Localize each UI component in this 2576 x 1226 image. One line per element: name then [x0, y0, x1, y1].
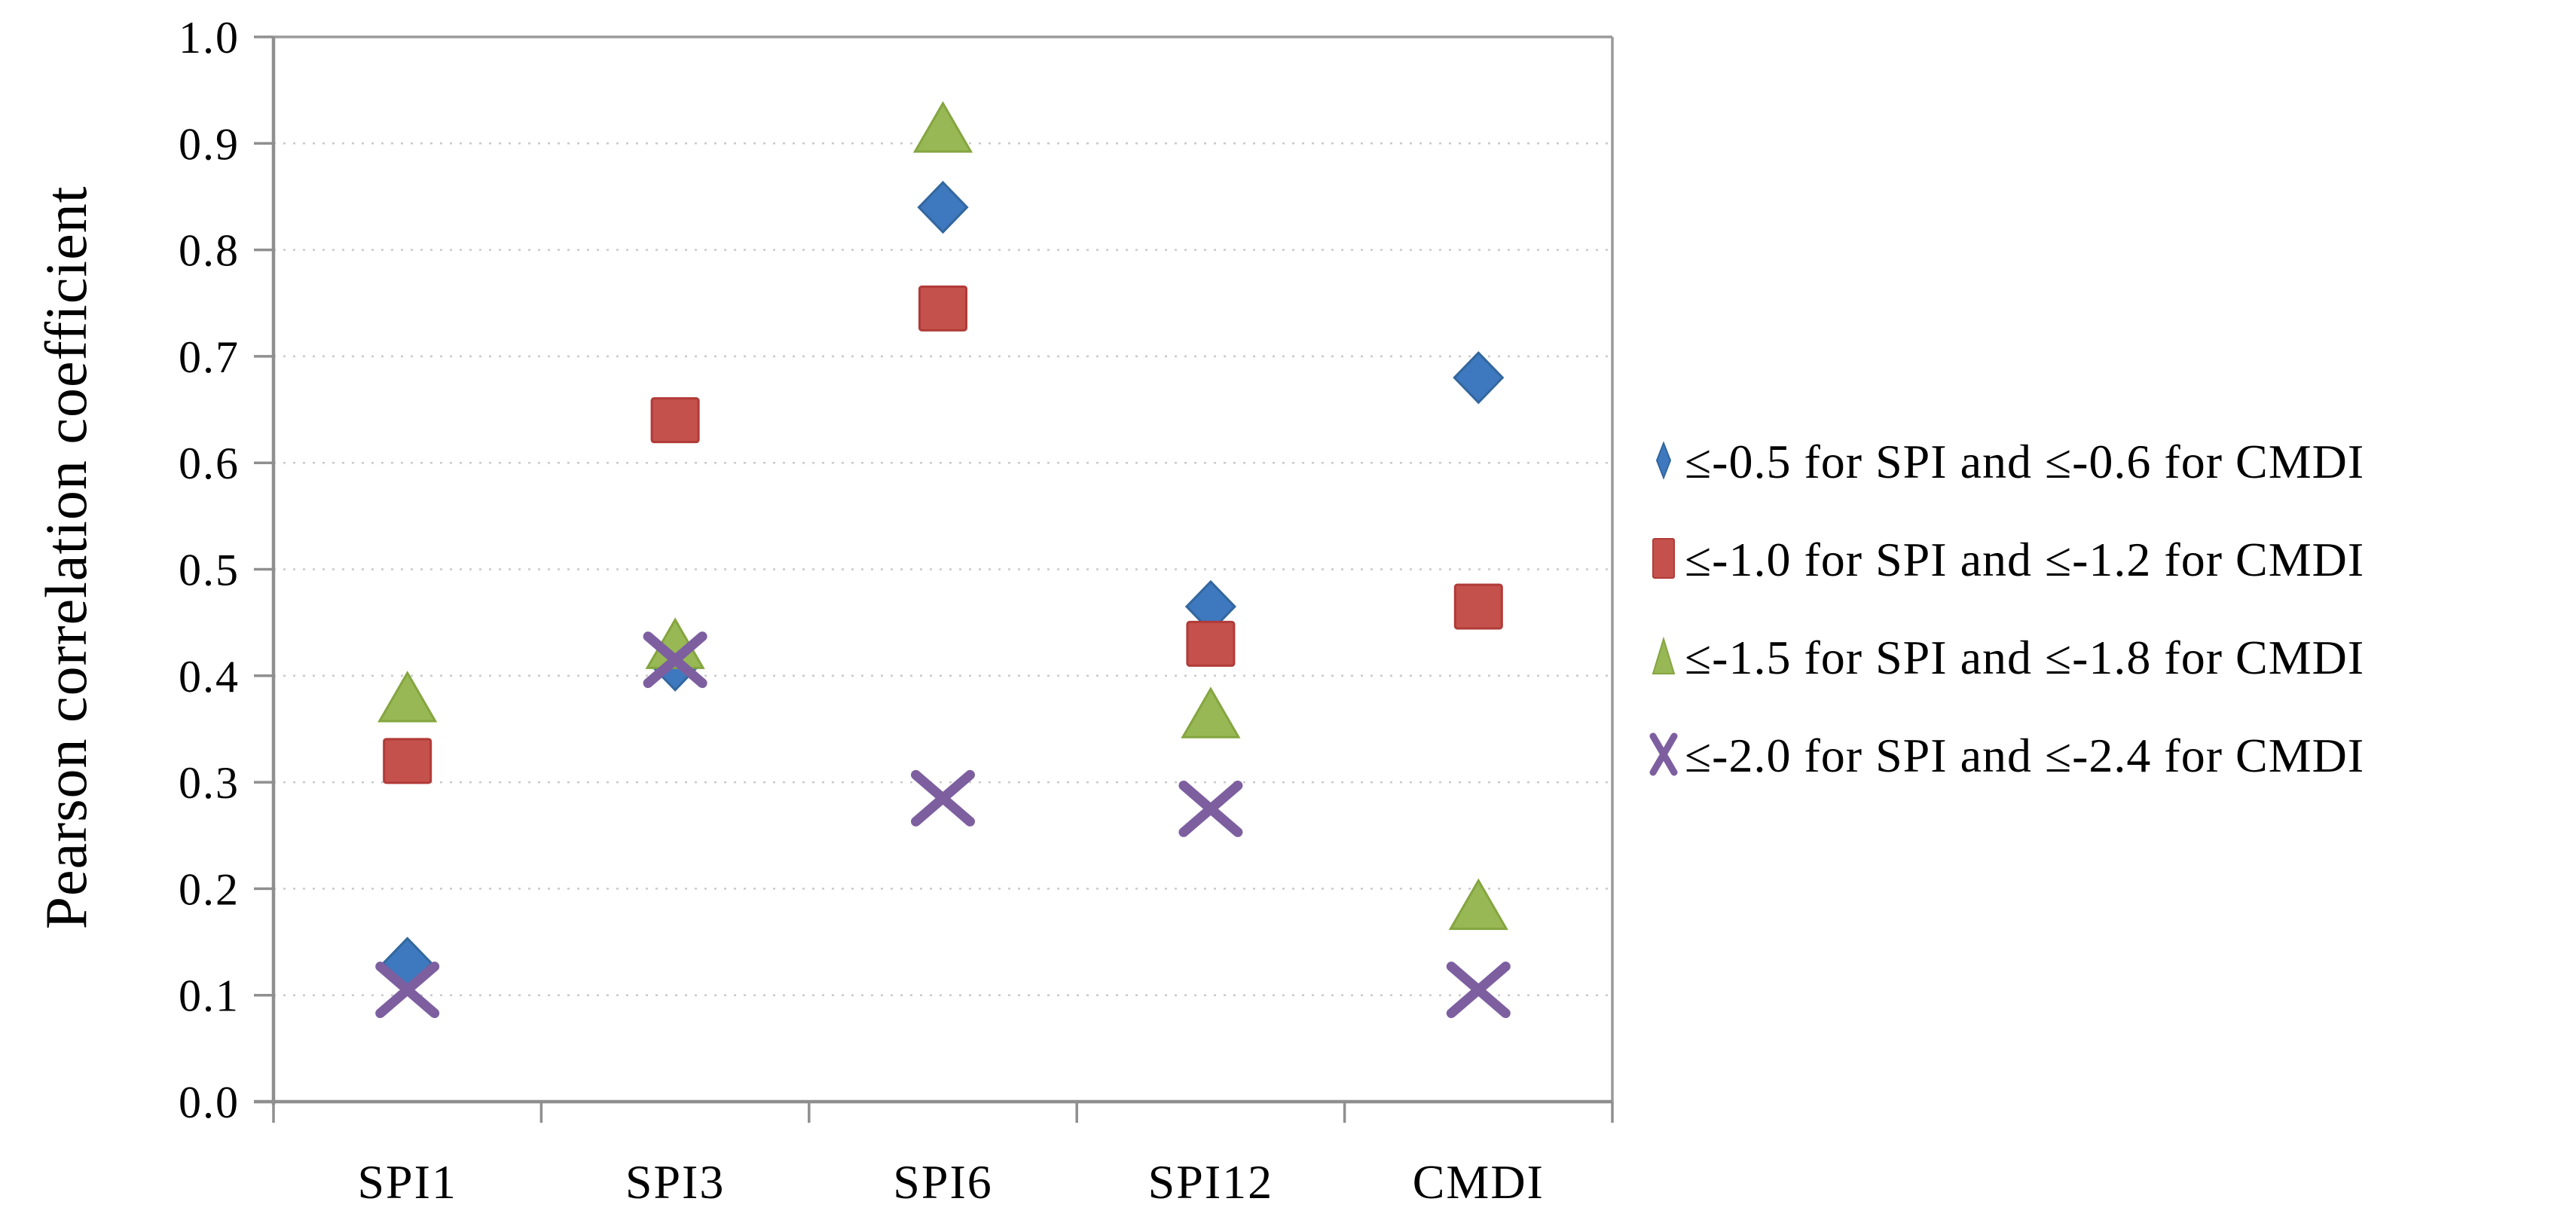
legend-label: ≤-1.5 for SPI and ≤-1.8 for CMDI: [1685, 631, 2365, 684]
y-tick-label: 0.6: [179, 439, 240, 488]
legend-item: ≤-1.0 for SPI and ≤-1.2 for CMDI: [1647, 511, 2574, 609]
data-point-triangle: [912, 101, 973, 153]
y-tick-label: 0.4: [179, 652, 240, 702]
x-tick-label-spi6: SPI6: [893, 1155, 993, 1209]
legend-item: ≤-0.5 for SPI and ≤-0.6 for CMDI: [1647, 413, 2574, 511]
data-point-x: [375, 962, 440, 1019]
legend-item: ≤-1.5 for SPI and ≤-1.8 for CMDI: [1647, 609, 2574, 707]
legend-marker-x-icon: [1647, 732, 1680, 780]
legend-marker-diamond-icon: [1647, 439, 1680, 486]
y-tick-label: 1.0: [179, 13, 240, 63]
y-tick-label: 0.8: [179, 226, 240, 276]
data-point-square: [383, 738, 432, 784]
y-tick-label: 0.2: [179, 864, 240, 914]
y-tick-label: 0.5: [179, 546, 240, 595]
data-point-triangle: [1448, 878, 1508, 931]
y-tick-label: 0.7: [179, 332, 240, 382]
data-point-diamond: [917, 180, 969, 234]
x-tick-label-spi3: SPI3: [625, 1155, 726, 1209]
legend-label: ≤-1.0 for SPI and ≤-1.2 for CMDI: [1685, 533, 2365, 586]
data-point-triangle: [1181, 686, 1241, 738]
y-tick-label: 0.1: [179, 971, 240, 1021]
data-point-x: [1178, 780, 1243, 837]
data-point-square: [918, 285, 967, 332]
x-tick-label-spi1: SPI1: [357, 1155, 457, 1209]
data-point-square: [650, 397, 700, 444]
legend-label: ≤-2.0 for SPI and ≤-2.4 for CMDI: [1685, 729, 2365, 782]
data-point-square: [1186, 620, 1236, 667]
legend-item: ≤-2.0 for SPI and ≤-2.4 for CMDI: [1647, 707, 2574, 805]
x-tick-label-cmdi: CMDI: [1413, 1155, 1545, 1209]
legend-marker-square-icon: [1647, 537, 1680, 584]
data-point-diamond: [1453, 351, 1505, 405]
y-tick-label: 0.0: [179, 1078, 240, 1127]
data-point-x: [643, 631, 707, 689]
data-point-triangle: [377, 671, 438, 723]
data-point-x: [911, 769, 975, 827]
legend: ≤-0.5 for SPI and ≤-0.6 for CMDI ≤-1.0 fo…: [1647, 413, 2574, 805]
data-point-x: [1446, 962, 1511, 1019]
y-tick-label: 0.9: [179, 119, 240, 169]
y-tick-label: 0.3: [179, 758, 240, 808]
data-point-square: [1453, 583, 1503, 630]
legend-marker-triangle-icon: [1647, 634, 1680, 682]
legend-label: ≤-0.5 for SPI and ≤-0.6 for CMDI: [1685, 435, 2365, 488]
x-tick-label-spi12: SPI12: [1148, 1155, 1274, 1209]
